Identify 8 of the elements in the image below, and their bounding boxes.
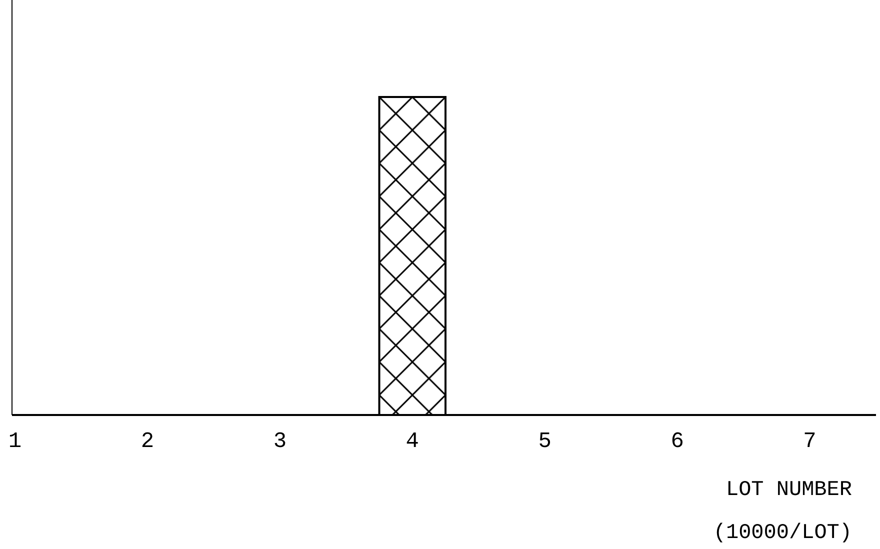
x-tick-label: 3	[273, 429, 287, 454]
x-tick-label: 7	[803, 429, 816, 454]
x-axis-title: LOT NUMBER (10000/LOT)	[713, 479, 852, 545]
x-tick-label: 4	[406, 429, 419, 454]
x-tick-label: 1	[8, 429, 22, 454]
x-tick-label: 5	[538, 429, 552, 454]
x-tick-label: 6	[670, 429, 684, 454]
x-tick-label: 2	[140, 429, 154, 454]
